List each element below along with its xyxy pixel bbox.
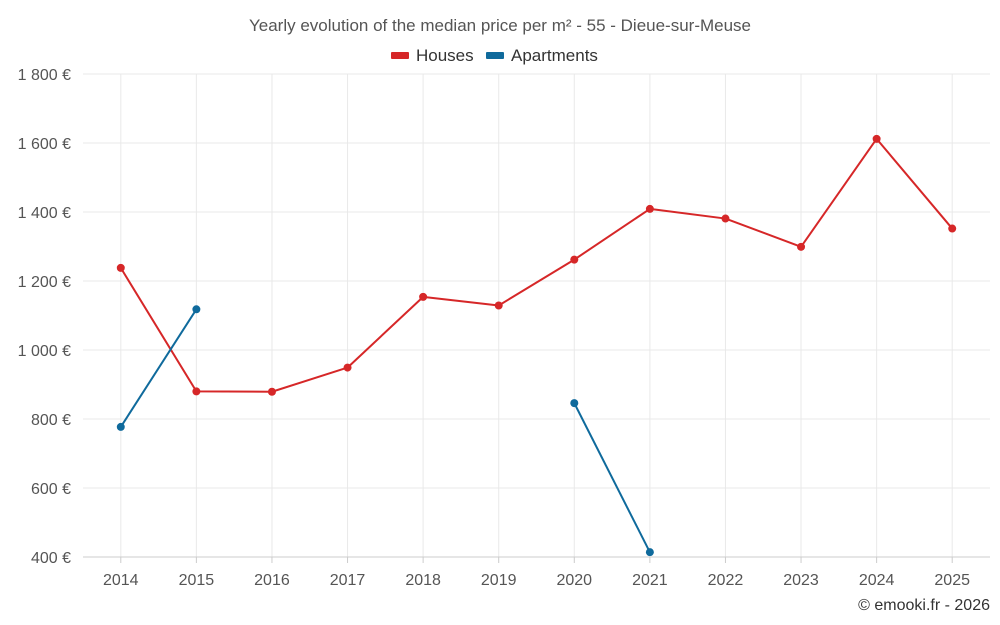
x-tick-label: 2024	[859, 572, 895, 589]
grid	[83, 73, 990, 557]
legend: Houses Apartments	[391, 46, 598, 65]
data-point-houses[interactable]	[116, 263, 125, 272]
y-tick-label: 1 800 €	[18, 67, 71, 84]
data-point-houses[interactable]	[192, 387, 201, 396]
x-tick-label: 2025	[934, 572, 970, 589]
legend-item-houses[interactable]: Houses	[391, 46, 474, 65]
x-tick-label: 2018	[405, 572, 441, 589]
data-point-apartments[interactable]	[116, 422, 125, 431]
data-point-houses[interactable]	[494, 301, 503, 310]
y-tick-label: 1 000 €	[18, 343, 71, 360]
data-point-houses[interactable]	[343, 363, 352, 372]
legend-label-apartments: Apartments	[511, 46, 598, 65]
x-tick-label: 2021	[632, 572, 668, 589]
y-tick-label: 400 €	[31, 550, 71, 567]
data-point-houses[interactable]	[267, 387, 276, 396]
data-point-houses[interactable]	[645, 204, 654, 213]
data-point-houses[interactable]	[797, 242, 806, 251]
x-axis: 2014 2015 2016 2017 2018 2019 2020 2021 2022 2023…	[83, 556, 990, 589]
data-point-houses[interactable]	[419, 292, 428, 301]
y-tick-label: 1 200 €	[18, 274, 71, 291]
series-apartments	[116, 305, 654, 557]
series-line-houses	[119, 137, 953, 393]
x-tick-label: 2015	[179, 572, 215, 589]
legend-item-apartments[interactable]: Apartments	[486, 46, 598, 65]
x-tick-label: 2022	[708, 572, 744, 589]
y-tick-label: 1 400 €	[18, 205, 71, 222]
legend-label-houses: Houses	[416, 46, 474, 65]
credit-text: © emooki.fr - 2026	[858, 597, 990, 614]
data-point-apartments[interactable]	[570, 399, 579, 408]
data-point-houses[interactable]	[721, 214, 730, 223]
x-tick-label: 2023	[783, 572, 819, 589]
x-tick-label: 2020	[556, 572, 592, 589]
data-point-houses[interactable]	[570, 255, 579, 264]
data-point-apartments[interactable]	[645, 548, 654, 557]
y-tick-label: 600 €	[31, 481, 71, 498]
x-tick-label: 2014	[103, 572, 139, 589]
series-line-apartments	[119, 308, 198, 428]
x-tick-label: 2019	[481, 572, 517, 589]
data-point-houses[interactable]	[948, 224, 957, 233]
series-houses	[116, 134, 957, 396]
series-layer	[116, 134, 957, 557]
y-axis: 400 € 600 € 800 € 1 000 € 1 200 € 1 400 € 1 60…	[18, 67, 71, 567]
data-point-apartments[interactable]	[192, 305, 201, 314]
series-line-apartments	[573, 402, 651, 553]
chart-title: Yearly evolution of the median price per…	[249, 16, 751, 35]
x-tick-label: 2016	[254, 572, 290, 589]
data-point-houses[interactable]	[872, 134, 881, 143]
legend-swatch-houses	[391, 52, 409, 59]
legend-swatch-apartments	[486, 52, 504, 59]
x-tick-label: 2017	[330, 572, 366, 589]
y-tick-label: 1 600 €	[18, 136, 71, 153]
y-tick-label: 800 €	[31, 412, 71, 429]
